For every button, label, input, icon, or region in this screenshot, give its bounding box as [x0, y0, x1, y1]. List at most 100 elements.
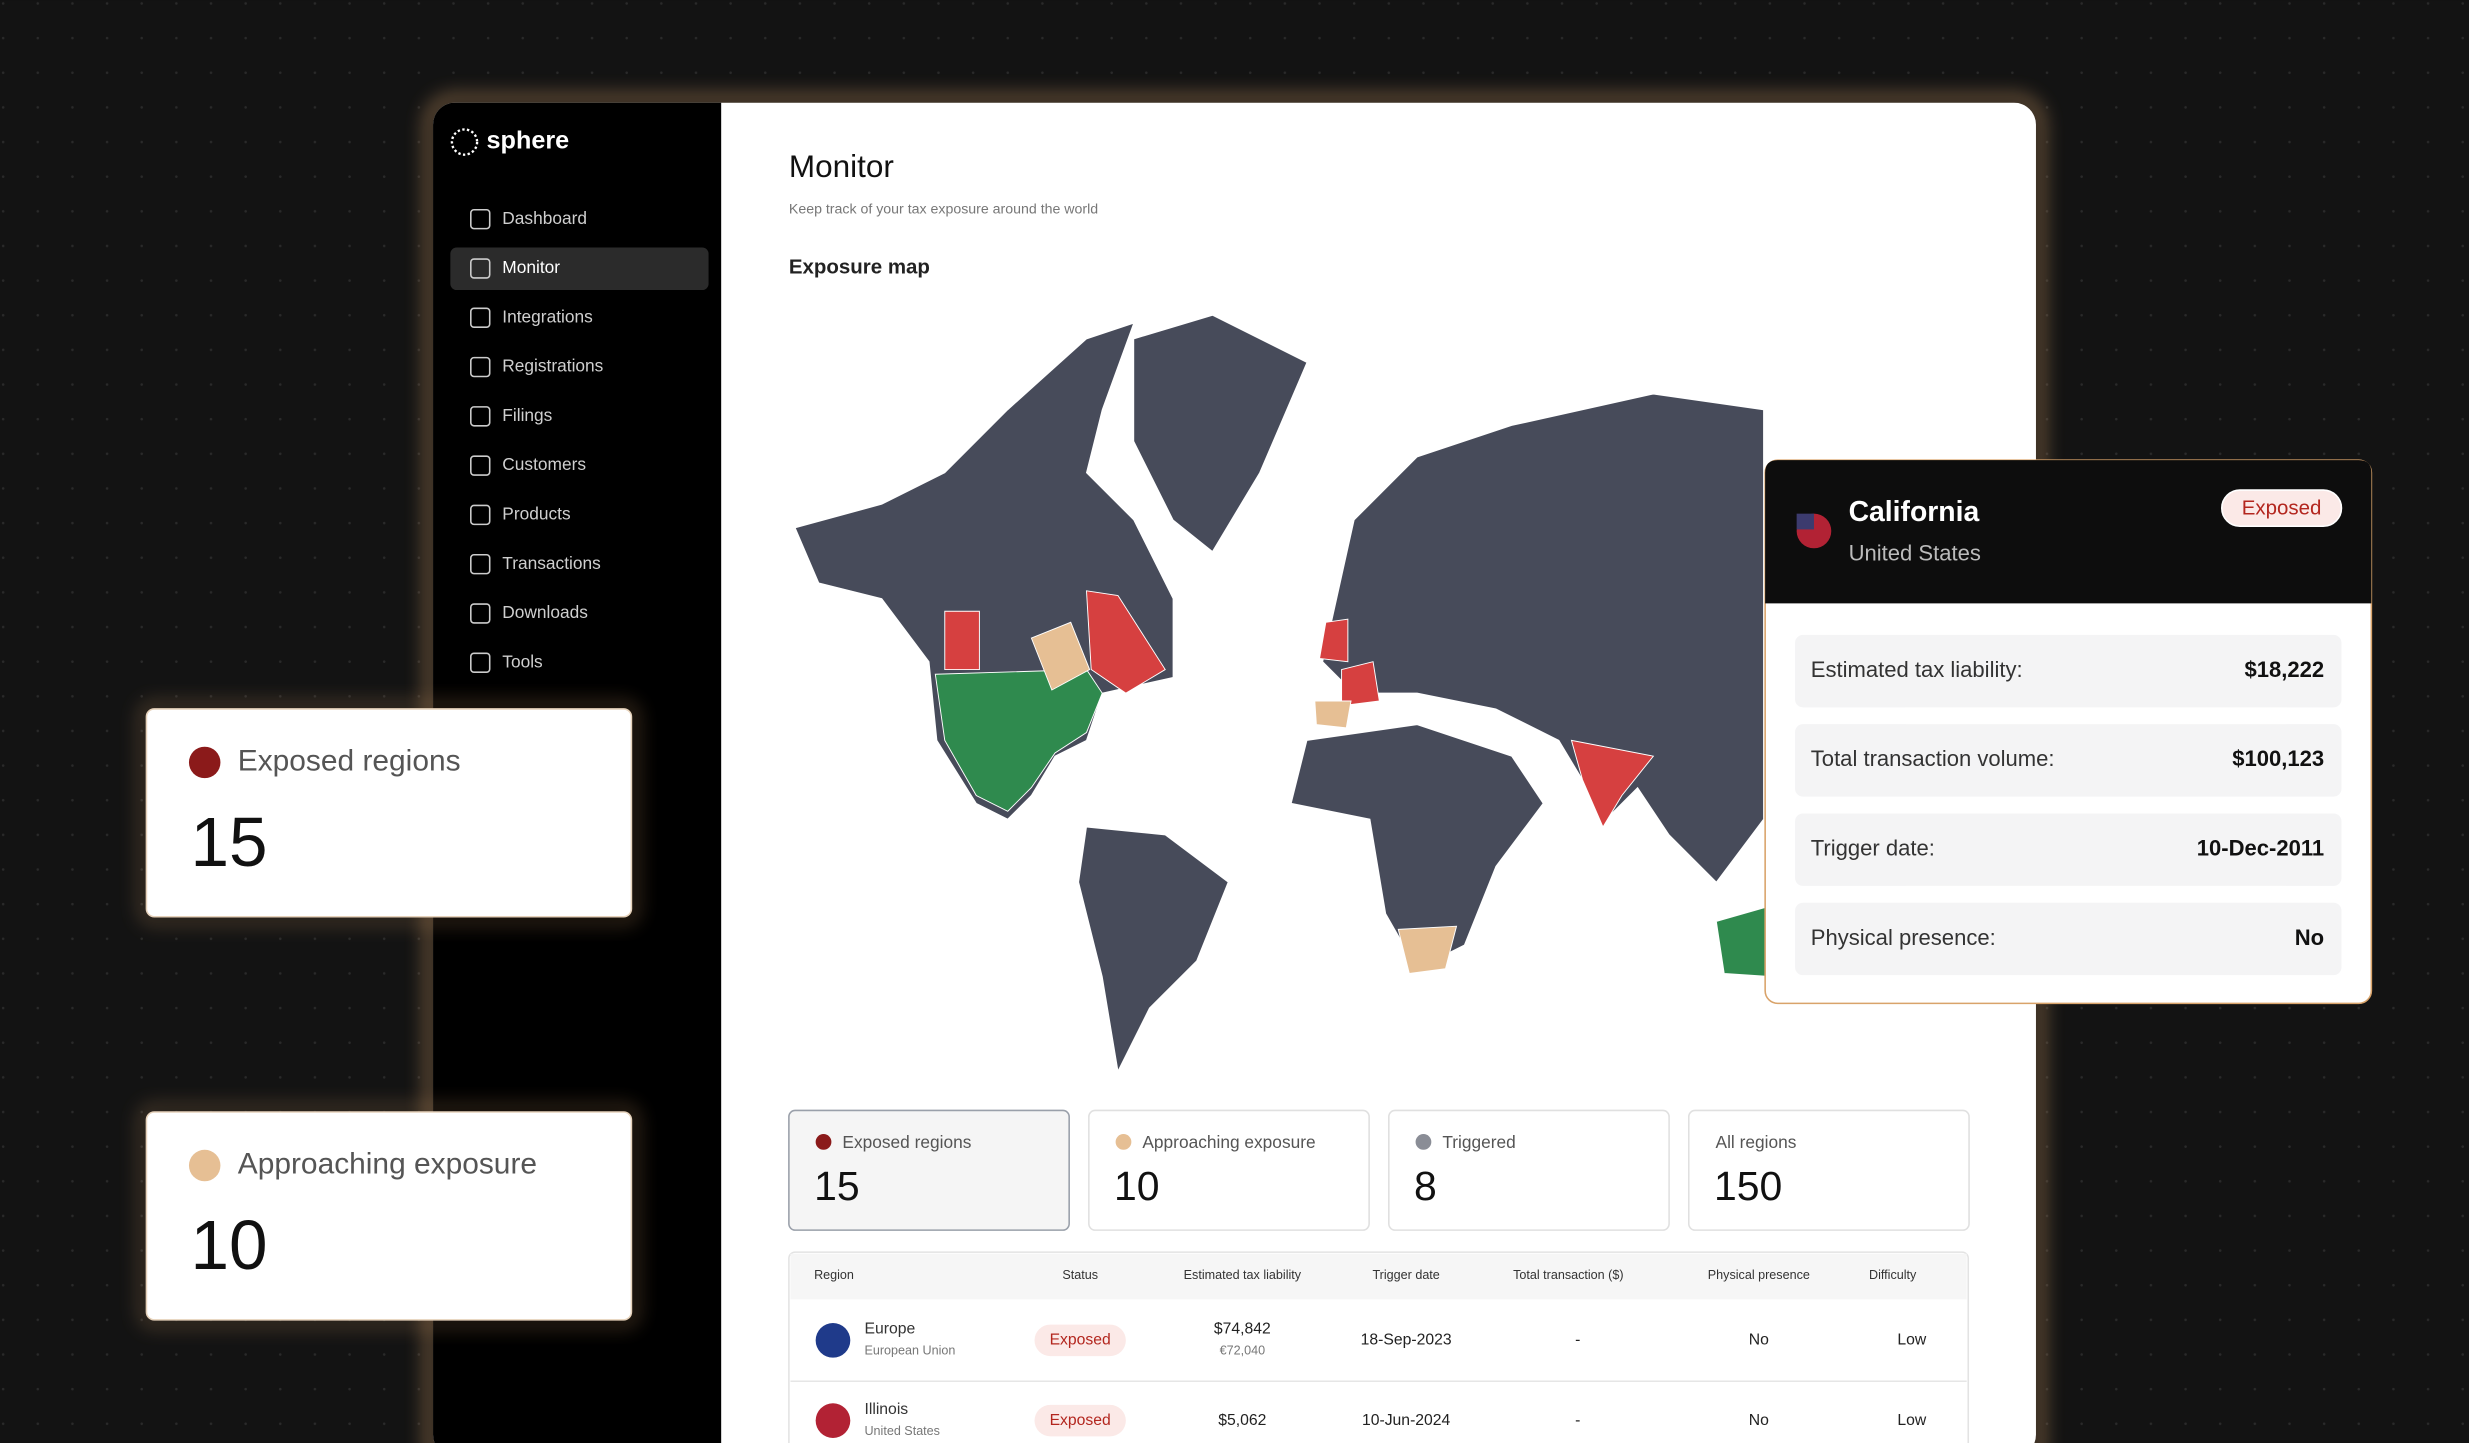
nav-item[interactable]: Monitor	[502, 257, 560, 277]
trigger-date: 10-Jun-2024	[1362, 1412, 1451, 1429]
region-red	[1085, 590, 1166, 694]
field-value: 10-Dec-2011	[2197, 836, 2324, 861]
popup-title: California	[1849, 496, 1980, 528]
liability-local: €72,040	[1220, 1344, 1265, 1358]
card-value: 10	[191, 1206, 268, 1284]
stat-dot	[1115, 1134, 1132, 1150]
page-title: Monitor	[789, 148, 894, 184]
stat-label: Triggered	[1442, 1132, 1515, 1152]
nav-item[interactable]: Filings	[502, 405, 552, 425]
world-map	[794, 314, 1772, 1073]
region-tan	[1314, 700, 1352, 729]
greenland	[1133, 314, 1308, 553]
stat-label: All regions	[1716, 1132, 1797, 1152]
nav-icon	[470, 603, 491, 624]
region-name: Illinois	[864, 1401, 908, 1418]
page-subtitle: Keep track of your tax exposure around t…	[789, 201, 1098, 217]
total: -	[1575, 1331, 1580, 1348]
card-label: Approaching exposure	[238, 1147, 537, 1180]
field-value: $100,123	[2232, 746, 2324, 771]
region-name: Europe	[864, 1320, 915, 1337]
flag	[815, 1403, 851, 1438]
stat-card[interactable]	[788, 1109, 1070, 1231]
status-text: Exposed	[2242, 496, 2322, 519]
nav-icon	[470, 406, 491, 427]
presence: No	[1749, 1331, 1769, 1348]
field-value: No	[2295, 925, 2324, 950]
flag-canton	[1796, 513, 1814, 530]
field-row	[1795, 724, 2342, 797]
summary-card	[145, 1111, 633, 1321]
region-country: United States	[864, 1424, 940, 1438]
column-header: Region	[814, 1268, 854, 1282]
nav-icon	[470, 504, 491, 526]
field-row	[1795, 902, 2342, 976]
card-dot	[188, 1149, 221, 1182]
stat-label: Exposed regions	[842, 1132, 971, 1152]
popup-header	[1765, 460, 2372, 604]
field-label: Physical presence:	[1811, 925, 1996, 950]
card-glow	[140, 1106, 637, 1326]
presence: No	[1749, 1412, 1769, 1429]
status-badge	[1034, 1324, 1126, 1357]
field-row	[1795, 634, 2342, 708]
table: Region Status Estimated tax liability Trigg…	[790, 1268, 1967, 1438]
field-label: Total transaction volume:	[1811, 746, 2055, 771]
nav-item[interactable]: Dashboard	[502, 208, 587, 228]
nav-icon	[470, 356, 491, 378]
south-america	[1078, 826, 1229, 1073]
nav-item[interactable]: Registrations	[502, 356, 603, 376]
floating-cards: Exposed regions 15 Approaching exposure 10	[140, 703, 637, 1326]
stat-card[interactable]	[1388, 1109, 1670, 1231]
africa	[1290, 724, 1544, 970]
stat-value: 150	[1714, 1163, 1782, 1209]
nav-icon	[470, 553, 491, 575]
card-label: Exposed regions	[238, 744, 461, 777]
stat-card[interactable]	[1687, 1109, 1970, 1231]
region-country: European Union	[864, 1344, 955, 1358]
field-label: Trigger date:	[1811, 836, 1935, 861]
region-tan	[1030, 621, 1091, 691]
nav-icon	[470, 208, 491, 230]
nav-item[interactable]: Integrations	[502, 306, 593, 326]
popup-fields: Estimated tax liability: $18,222 Total tra…	[1795, 634, 2342, 976]
nav-item[interactable]: Downloads	[502, 602, 588, 622]
region-tan	[1397, 925, 1458, 974]
popup-subtitle: United States	[1849, 540, 1981, 565]
nav-active-bg	[450, 247, 709, 291]
stat-value: 8	[1414, 1163, 1437, 1209]
stats: Exposed regions 15 Approaching exposure 10 T…	[788, 1109, 1970, 1231]
stat-dot	[815, 1134, 832, 1150]
liability: $5,062	[1218, 1412, 1266, 1429]
table-header-bg	[790, 1253, 1967, 1300]
nav-icon	[470, 652, 491, 674]
stat-value: 15	[814, 1163, 860, 1209]
stat-value: 10	[1114, 1163, 1160, 1209]
nav-icon	[470, 258, 491, 279]
status-badge	[1034, 1404, 1126, 1437]
trigger-date: 18-Sep-2023	[1361, 1331, 1452, 1348]
total: -	[1575, 1412, 1580, 1429]
nav-item[interactable]: Customers	[502, 454, 586, 474]
stat-card[interactable]	[1088, 1109, 1370, 1231]
flag	[815, 1323, 851, 1358]
nav-item[interactable]: Tools	[502, 651, 543, 671]
nav-icon	[470, 307, 491, 329]
nav-item[interactable]: Transactions	[502, 553, 601, 573]
card-dot	[188, 746, 221, 779]
region-red	[1341, 661, 1380, 707]
difficulty: Low	[1897, 1331, 1927, 1348]
field-label: Estimated tax liability:	[1811, 657, 2023, 682]
column-header: Difficulty	[1869, 1268, 1917, 1282]
region-red	[944, 610, 980, 671]
summary-card	[145, 708, 633, 918]
column-header: Physical presence	[1708, 1268, 1810, 1282]
column-header: Status	[1062, 1268, 1098, 1282]
region-red	[1318, 618, 1349, 663]
nav-item[interactable]: Products	[502, 503, 571, 523]
status-text: Exposed	[1050, 1331, 1111, 1348]
nav: Dashboard Monitor Integrations Registration…	[470, 208, 604, 674]
column-header: Total transaction ($)	[1513, 1268, 1623, 1282]
status-badge	[2220, 489, 2343, 528]
